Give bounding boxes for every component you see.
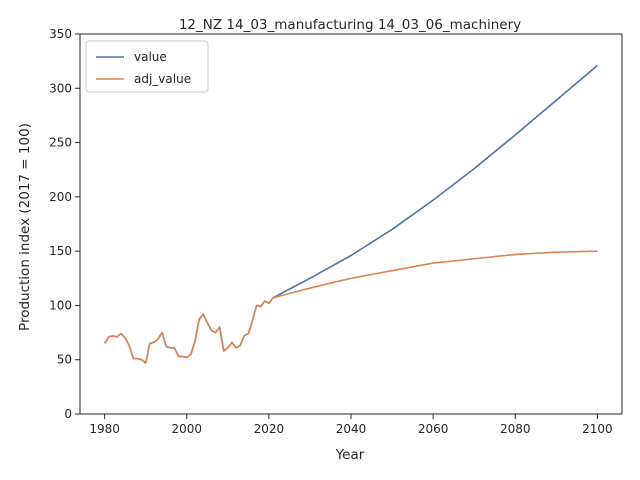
legend-label-0: value xyxy=(134,50,167,64)
series-line-0 xyxy=(103,64,598,364)
chart-title: 12_NZ 14_03_manufacturing 14_03_06_machi… xyxy=(179,17,521,33)
y-axis-label: Production index (2017 = 100) xyxy=(17,123,33,331)
y-tick-label: 250 xyxy=(49,136,72,150)
y-tick-label: 350 xyxy=(49,27,72,41)
x-tick-label: 2000 xyxy=(171,422,202,436)
y-tick-label: 0 xyxy=(64,407,72,421)
x-tick-label: 2040 xyxy=(336,422,367,436)
x-axis-label: Year xyxy=(335,447,365,463)
y-tick-label: 300 xyxy=(49,81,72,95)
x-tick-label: 2100 xyxy=(582,422,613,436)
plot-area: 1980 2000 2020 2040 2060 2080 2100 0 50 100 150 200… xyxy=(49,27,623,436)
legend-label-1: adj_value xyxy=(134,72,191,86)
y-tick-label: 50 xyxy=(57,353,72,367)
x-tick-label: 2060 xyxy=(418,422,449,436)
x-tick-label: 2080 xyxy=(500,422,531,436)
x-tick-label: 1980 xyxy=(89,422,120,436)
y-tick-label: 150 xyxy=(49,244,72,258)
x-tick-label: 2020 xyxy=(254,422,285,436)
series-line-1 xyxy=(103,250,598,364)
y-tick-label: 200 xyxy=(49,190,72,204)
y-tick-label: 100 xyxy=(49,298,72,312)
